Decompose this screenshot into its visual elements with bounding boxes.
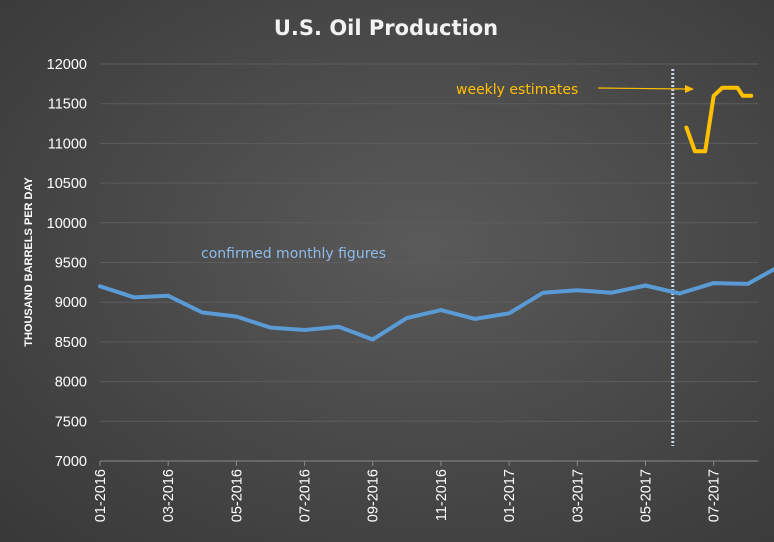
y-tick-label: 11500	[48, 97, 87, 113]
annotation-monthly: confirmed monthly figures	[201, 246, 386, 262]
y-axis-ticks: 7000 7500 8000 8500 9000 9500 10000 10500 11000 1…	[47, 57, 87, 470]
series-lines	[98, 85, 774, 342]
x-tick-label: 07-2017	[707, 469, 723, 522]
y-tick-label: 7500	[55, 414, 87, 430]
series-line-weekly	[684, 85, 754, 154]
x-tick-label: 11-2016	[434, 469, 450, 521]
y-tick-label: 11000	[48, 136, 87, 152]
y-tick-label: 10000	[47, 216, 87, 232]
y-axis-label: THOUSAND BARRELS PER DAY	[23, 177, 35, 347]
series-line-monthly	[98, 267, 774, 342]
x-tick-label: 05-2017	[638, 469, 654, 522]
x-tick-label: 03-2016	[161, 469, 177, 522]
y-tick-label: 7000	[55, 454, 87, 470]
y-tick-label: 8000	[55, 375, 87, 391]
x-tick-label: 09-2016	[366, 469, 382, 522]
annotation-weekly: weekly estimates	[456, 82, 578, 98]
x-tick-label: 07-2016	[298, 469, 314, 522]
x-tick-label: 05-2016	[229, 469, 245, 522]
annotation-weekly-arrow-line	[597, 87, 687, 90]
x-tick-label: 01-2017	[502, 469, 518, 522]
y-tick-label: 9000	[55, 295, 87, 311]
y-tick-label: 10500	[47, 176, 87, 192]
y-tick-label: 12000	[47, 57, 87, 73]
x-axis-ticks: 01-2016 03-2016 05-2016 07-2016 09-2016 11-20…	[93, 461, 723, 522]
chart-title: U.S. Oil Production	[274, 16, 498, 40]
x-tick-label: 03-2017	[570, 469, 586, 522]
y-tick-label: 8500	[55, 335, 87, 351]
y-tick-label: 9500	[55, 256, 87, 272]
annotation-weekly-arrowhead	[685, 85, 694, 93]
x-tick-label: 01-2016	[93, 469, 109, 522]
gridlines	[100, 63, 758, 462]
